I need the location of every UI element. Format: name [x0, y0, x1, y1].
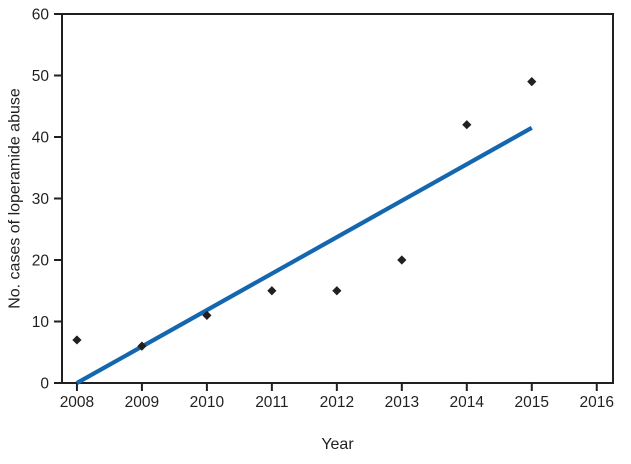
y-tick-label-20: 20 — [32, 253, 50, 270]
trend-line — [75, 125, 533, 385]
y-axis-title: No. cases of loperamide abuse — [6, 88, 24, 309]
x-tick-label-2012: 2012 — [320, 394, 354, 411]
x-tick-label-2016: 2016 — [580, 394, 614, 411]
y-tick-label-30: 30 — [32, 191, 50, 208]
data-point-2011 — [267, 286, 277, 296]
data-point-2012 — [332, 286, 342, 296]
x-tick-label-2014: 2014 — [450, 394, 485, 411]
data-point-2008 — [72, 335, 82, 345]
x-tick-label-2011: 2011 — [255, 394, 288, 411]
x-tick-label-2010: 2010 — [190, 394, 225, 411]
y-tick-label-0: 0 — [40, 376, 49, 393]
x-axis-title: Year — [321, 436, 354, 453]
y-tick-label-10: 10 — [32, 314, 50, 331]
x-tick-label-2009: 2009 — [125, 394, 159, 411]
data-point-2009 — [137, 341, 147, 351]
y-tick-label-40: 40 — [32, 130, 50, 147]
plot-border — [61, 13, 614, 384]
x-tick-label-2015: 2015 — [515, 394, 549, 411]
data-point-2013 — [397, 255, 407, 265]
x-tick-label-2008: 2008 — [60, 394, 94, 411]
y-tick-label-50: 50 — [32, 68, 50, 85]
data-point-2010 — [202, 310, 212, 320]
x-tick-label-2013: 2013 — [385, 394, 419, 411]
y-tick-label-60: 60 — [32, 7, 50, 24]
data-point-2014 — [462, 120, 472, 130]
data-point-2015 — [527, 77, 537, 87]
